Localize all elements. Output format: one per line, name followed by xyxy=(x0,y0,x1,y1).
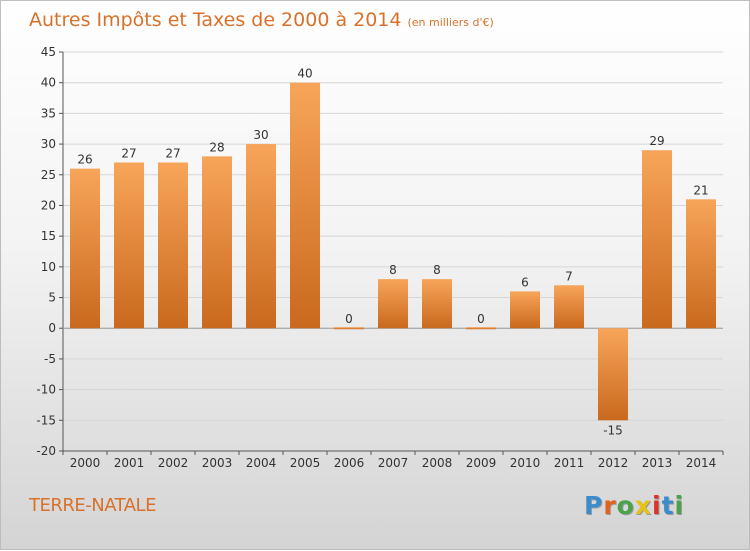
y-axis-ticks: -20 -15 -10 -5 0 5 10 15 20 25 30 35 40 45 xyxy=(36,45,63,458)
data-label-2004: 30 xyxy=(253,128,268,142)
y-tick-label: 45 xyxy=(41,45,56,59)
bar-2011 xyxy=(554,285,584,329)
y-tick-label: -10 xyxy=(36,383,56,397)
data-label-2005: 40 xyxy=(297,67,312,81)
y-tick-label: 20 xyxy=(41,198,56,212)
place-name: TERRE-NATALE xyxy=(29,495,156,516)
y-tick-label: 10 xyxy=(41,260,56,274)
x-tick-label-2006: 2006 xyxy=(334,456,365,470)
chart-title: Autres Impôts et Taxes de 2000 à 2014 (en… xyxy=(29,9,494,31)
x-tick-label-2001: 2001 xyxy=(114,456,145,470)
data-label-2006: 0 xyxy=(345,312,353,326)
bar-2009 xyxy=(466,327,496,330)
bar-2005 xyxy=(290,82,320,329)
x-tick-label-2000: 2000 xyxy=(70,456,101,470)
y-tick-label: 0 xyxy=(48,321,56,335)
proxiti-logo: Proxiti xyxy=(584,491,684,520)
x-axis-ticks: 2000 2001 2002 2003 2004 2005 2006 2007 2008 2009… xyxy=(62,451,724,470)
chart-title-main: Autres Impôts et Taxes de 2000 à 2014 xyxy=(29,9,402,31)
logo-letter: P xyxy=(584,491,604,520)
x-tick-label-2010: 2010 xyxy=(510,456,541,470)
y-tick-label: -15 xyxy=(36,413,56,427)
bar-2008 xyxy=(422,279,452,329)
data-label-2013: 29 xyxy=(649,134,664,148)
bar-2000 xyxy=(70,168,100,329)
y-tick-label: 5 xyxy=(48,291,56,305)
x-tick-label-2007: 2007 xyxy=(378,456,409,470)
data-label-2007: 8 xyxy=(389,263,397,277)
x-tick-label-2003: 2003 xyxy=(202,456,233,470)
y-tick-label: -20 xyxy=(36,444,56,458)
bar-2003 xyxy=(202,156,232,329)
data-label-2008: 8 xyxy=(433,263,441,277)
logo-letter: x xyxy=(634,491,652,520)
chart-title-unit: (en milliers d'€) xyxy=(407,16,494,29)
bar-2010 xyxy=(510,291,540,329)
logo-letter: i xyxy=(652,491,662,520)
data-label-2002: 27 xyxy=(165,146,180,160)
y-tick-label: 25 xyxy=(41,168,56,182)
bars xyxy=(70,82,716,421)
y-tick-label: 30 xyxy=(41,137,56,151)
logo-letter: r xyxy=(603,491,617,520)
bar-2001 xyxy=(114,162,144,329)
y-tick-label: 15 xyxy=(41,229,56,243)
x-tick-label-2013: 2013 xyxy=(642,456,673,470)
x-tick-label-2011: 2011 xyxy=(554,456,585,470)
data-labels: 26 27 27 28 30 40 0 8 8 0 6 7 -15 29 21 xyxy=(77,67,708,438)
bar-2006 xyxy=(334,327,364,330)
data-label-2001: 27 xyxy=(121,146,136,160)
data-label-2000: 26 xyxy=(77,153,92,167)
logo-letter: i xyxy=(674,491,685,520)
x-tick-label-2014: 2014 xyxy=(686,456,717,470)
data-label-2009: 0 xyxy=(477,312,485,326)
x-tick-label-2009: 2009 xyxy=(466,456,497,470)
bar-2013 xyxy=(642,150,672,329)
data-label-2010: 6 xyxy=(521,275,529,289)
x-tick-label-2002: 2002 xyxy=(158,456,189,470)
data-label-2012: -15 xyxy=(603,423,623,437)
x-tick-label-2008: 2008 xyxy=(422,456,453,470)
logo-letter: o xyxy=(616,491,635,520)
y-tick-label: -5 xyxy=(44,352,56,366)
x-tick-label-2005: 2005 xyxy=(290,456,321,470)
logo-letter: t xyxy=(661,491,675,520)
bar-2007 xyxy=(378,279,408,329)
bar-2004 xyxy=(246,144,276,329)
data-label-2014: 21 xyxy=(693,183,708,197)
y-tick-label: 35 xyxy=(41,106,56,120)
bar-2002 xyxy=(158,162,188,329)
y-tick-label: 40 xyxy=(41,76,56,90)
x-tick-label-2004: 2004 xyxy=(246,456,277,470)
bar-2012 xyxy=(598,328,628,421)
x-tick-label-2012: 2012 xyxy=(598,456,629,470)
data-label-2003: 28 xyxy=(209,140,224,154)
bar-2014 xyxy=(686,199,716,329)
data-label-2011: 7 xyxy=(565,269,573,283)
